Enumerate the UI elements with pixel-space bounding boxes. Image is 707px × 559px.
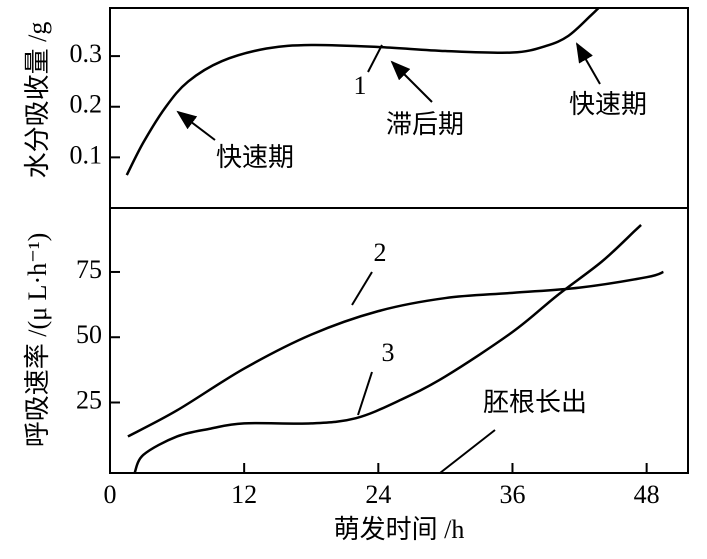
leader-line [439,429,496,474]
x-tick-label: 24 [365,480,391,509]
y-tick-label: 0.3 [70,39,103,68]
y-tick-label: 50 [76,320,102,349]
y-tick-label: 0.1 [70,140,103,169]
x-tick-label: 36 [499,480,525,509]
line-series [133,224,642,474]
line-series [125,7,600,176]
series-label: 1 [354,71,367,100]
y-tick-label: 0.2 [70,90,103,119]
annotation: 快速期 [569,90,647,119]
y-tick-label: 75 [76,255,102,284]
x-tick-label: 12 [231,480,257,509]
x-tick-label: 48 [634,480,660,509]
leader-line [351,271,373,306]
y-axis-label: 水分吸收量 /g [23,22,52,179]
arrow [176,110,216,141]
annotation: 滞后期 [386,110,464,139]
leader-line [367,44,383,73]
line-series [127,270,664,438]
arrow [576,42,601,85]
series-label: 3 [382,338,395,367]
series-label: 2 [374,238,387,267]
x-tick-label: 0 [104,480,117,509]
leader-line [357,371,373,416]
y-tick-label: 25 [76,385,102,414]
annotation: 快速期 [216,143,294,172]
annotation: 胚根长出 [483,388,587,417]
x-axis-label: 萌发时间 /h [334,515,465,544]
y-axis-label: 呼吸速率 /(μ L·h⁻¹) [23,233,52,448]
frame [109,7,689,474]
arrow [390,60,433,103]
